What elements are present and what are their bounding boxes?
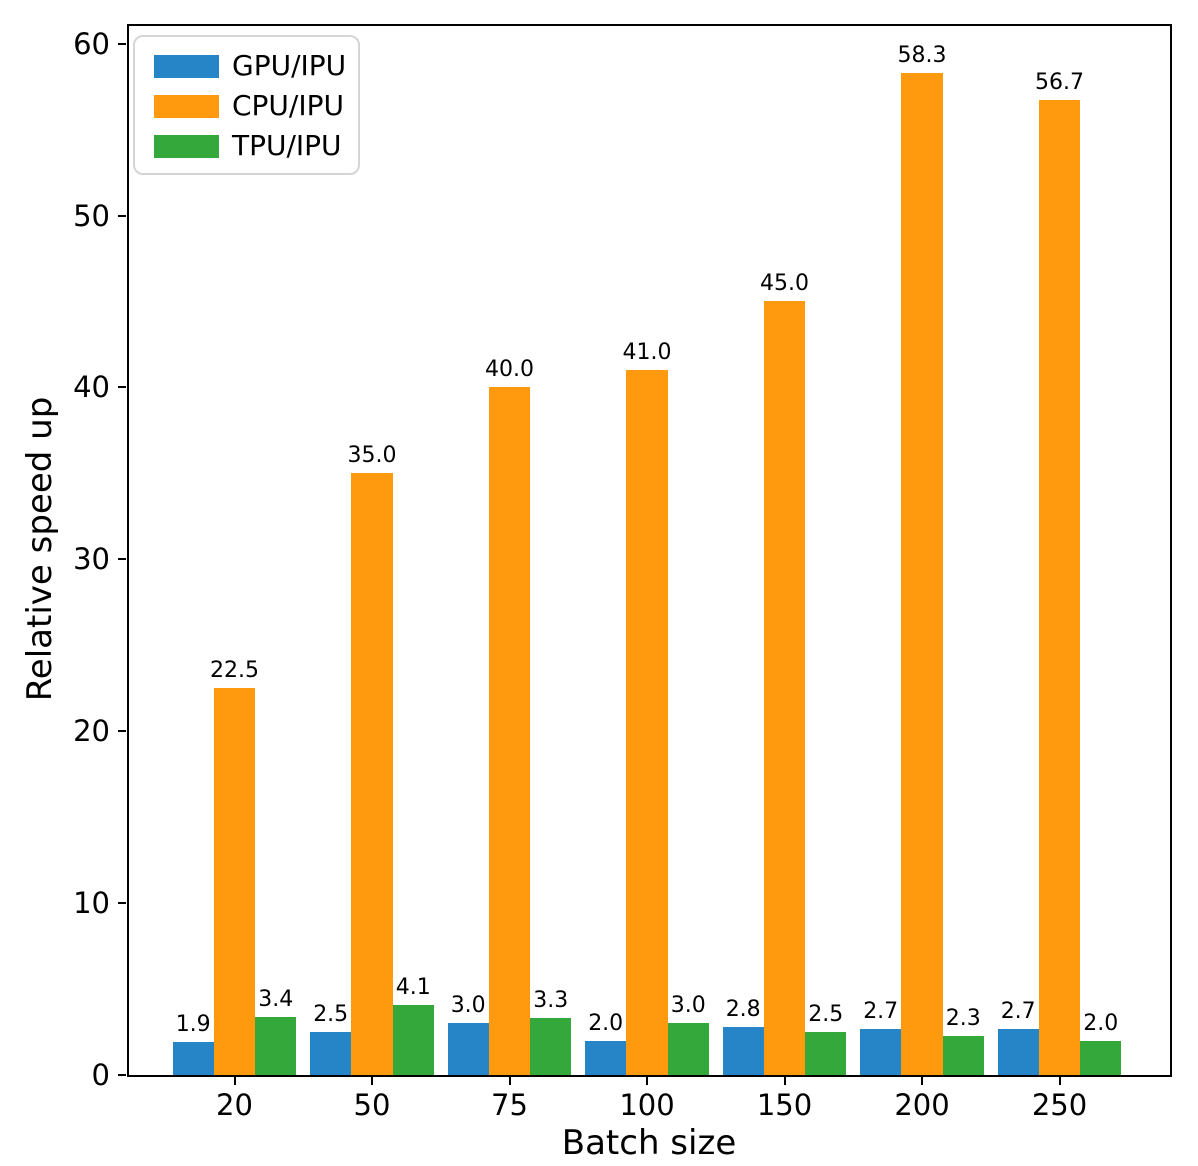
legend-item-cpu-ipu: CPU/IPU	[154, 86, 358, 126]
bar-value-label-cpu-ipu-batch-20: 22.5	[210, 658, 259, 684]
bar-gpu-ipu-batch-150	[722, 1026, 764, 1075]
bar-value-label-tpu-ipu-batch-100: 3.0	[670, 993, 706, 1019]
legend-swatch-tpu-ipu	[154, 134, 219, 158]
bar-gpu-ipu-batch-20	[172, 1042, 214, 1075]
bar-cpu-ipu-batch-150	[763, 301, 806, 1075]
bar-cpu-ipu-batch-250	[1038, 100, 1081, 1075]
legend-swatch-gpu-ipu	[154, 54, 219, 78]
bar-tpu-ipu-batch-75	[530, 1018, 572, 1075]
bar-value-label-cpu-ipu-batch-75: 40.0	[485, 357, 534, 383]
x-tick-mark	[646, 1077, 648, 1085]
bar-tpu-ipu-batch-100	[667, 1023, 709, 1075]
bar-value-label-gpu-ipu-batch-150: 2.8	[725, 996, 761, 1022]
bar-tpu-ipu-batch-150	[805, 1032, 847, 1075]
x-tick-label-200: 200	[894, 1088, 950, 1122]
bar-tpu-ipu-batch-20	[255, 1016, 297, 1075]
y-tick-label: 10	[73, 886, 110, 921]
legend: GPU/IPU CPU/IPU TPU/IPU	[133, 35, 360, 175]
y-tick-mark	[118, 214, 126, 217]
y-tick-label: 0	[91, 1058, 110, 1092]
x-tick-mark	[1058, 1077, 1061, 1085]
bar-cpu-ipu-batch-100	[626, 370, 668, 1075]
plot-area: 1.9 2.5 3.0 2.0 2.8 2.7 2.7 22.5 35.0 40.0 41.0 45.…	[127, 24, 1172, 1077]
x-tick-mark	[508, 1077, 511, 1085]
x-tick-mark	[783, 1077, 786, 1085]
legend-label-tpu-ipu: TPU/IPU	[232, 129, 342, 162]
legend-item-gpu-ipu: GPU/IPU	[154, 46, 358, 86]
bar-value-label-cpu-ipu-batch-150: 45.0	[760, 271, 809, 297]
bar-value-label-tpu-ipu-batch-250: 2.0	[1083, 1010, 1119, 1036]
bar-cpu-ipu-batch-20	[213, 688, 256, 1075]
y-tick-mark	[118, 730, 126, 733]
x-tick-label-50: 50	[353, 1088, 391, 1122]
y-tick-label: 50	[73, 198, 110, 233]
y-tick-mark	[118, 902, 126, 905]
x-tick-label-100: 100	[619, 1088, 675, 1122]
y-tick-label: 60	[73, 26, 110, 61]
bar-value-label-tpu-ipu-batch-150: 2.5	[808, 1002, 844, 1027]
bar-value-label-tpu-ipu-batch-200: 2.3	[945, 1005, 981, 1031]
y-tick-mark	[118, 42, 126, 45]
bar-value-label-tpu-ipu-batch-20: 3.4	[258, 986, 294, 1012]
bar-gpu-ipu-batch-50	[310, 1032, 352, 1075]
y-tick-label: 40	[73, 370, 110, 405]
bar-value-label-gpu-ipu-batch-200: 2.7	[863, 998, 899, 1024]
bar-gpu-ipu-batch-250	[997, 1028, 1039, 1075]
y-tick-mark	[118, 386, 126, 389]
bar-value-label-gpu-ipu-batch-250: 2.7	[1000, 998, 1036, 1024]
x-tick-mark	[233, 1077, 236, 1085]
bar-tpu-ipu-batch-250	[1080, 1040, 1122, 1075]
bar-tpu-ipu-batch-50	[392, 1004, 434, 1075]
y-tick-mark	[118, 558, 126, 561]
bar-cpu-ipu-batch-50	[351, 473, 393, 1075]
bar-cpu-ipu-batch-75	[488, 387, 531, 1075]
x-tick-label-75: 75	[491, 1088, 528, 1122]
bar-value-label-tpu-ipu-batch-75: 3.3	[533, 988, 569, 1014]
bar-cpu-ipu-batch-200	[901, 72, 943, 1075]
legend-label-gpu-ipu: GPU/IPU	[232, 49, 347, 82]
x-tick-label-150: 150	[756, 1088, 813, 1122]
x-tick-mark	[921, 1077, 923, 1085]
bar-value-label-cpu-ipu-batch-50: 35.0	[347, 443, 397, 469]
x-axis-label: Batch size	[561, 1123, 737, 1163]
x-tick-label-250: 250	[1031, 1088, 1088, 1122]
bar-value-label-gpu-ipu-batch-50: 2.5	[313, 1002, 349, 1027]
bar-value-label-gpu-ipu-batch-75: 3.0	[450, 993, 486, 1019]
bar-tpu-ipu-batch-200	[942, 1035, 984, 1075]
bar-value-label-cpu-ipu-batch-100: 41.0	[622, 340, 672, 366]
legend-item-tpu-ipu: TPU/IPU	[154, 126, 358, 166]
bar-gpu-ipu-batch-200	[860, 1028, 902, 1075]
y-tick-label: 20	[73, 714, 110, 749]
bar-gpu-ipu-batch-75	[447, 1023, 489, 1075]
bar-value-label-cpu-ipu-batch-250: 56.7	[1035, 70, 1084, 96]
bar-gpu-ipu-batch-100	[585, 1040, 627, 1075]
bar-value-label-gpu-ipu-batch-100: 2.0	[588, 1010, 624, 1036]
y-tick-label: 30	[73, 542, 110, 577]
x-tick-label-20: 20	[216, 1088, 253, 1122]
bar-value-label-gpu-ipu-batch-20: 1.9	[175, 1012, 211, 1038]
legend-label-cpu-ipu: CPU/IPU	[232, 89, 344, 122]
bar-value-label-cpu-ipu-batch-200: 58.3	[897, 42, 947, 68]
bar-value-label-tpu-ipu-batch-50: 4.1	[395, 974, 431, 1000]
legend-swatch-cpu-ipu	[154, 94, 219, 118]
y-tick-mark	[118, 1074, 126, 1076]
x-tick-mark	[371, 1077, 373, 1085]
